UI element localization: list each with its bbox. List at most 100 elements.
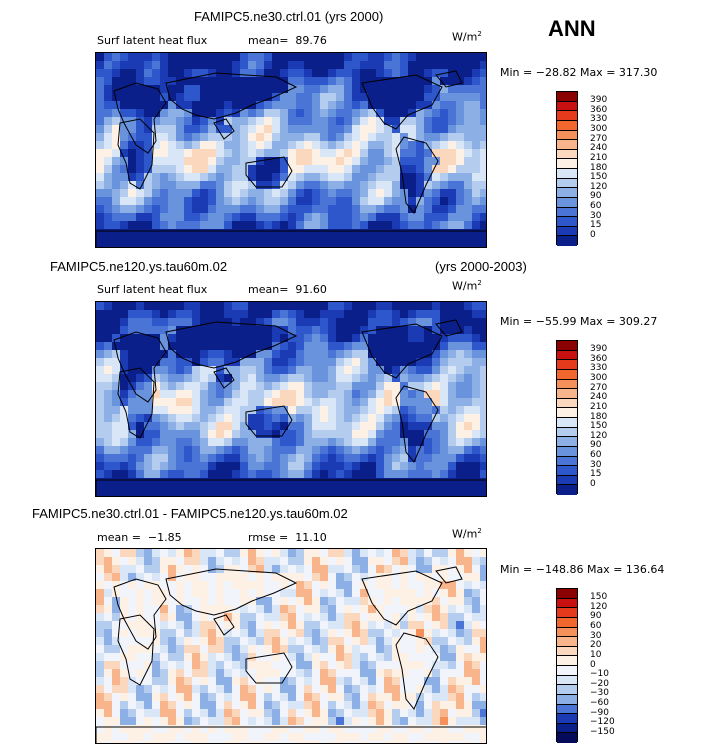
field-cell [440, 310, 449, 319]
field-cell [408, 597, 417, 606]
field-cell [304, 438, 313, 447]
field-cell [272, 470, 281, 479]
field-cell [432, 77, 441, 86]
field-cell [352, 165, 361, 174]
field-cell [424, 181, 433, 190]
field-cell [272, 661, 281, 670]
field-cell [168, 205, 177, 214]
field-cell [480, 101, 486, 110]
field-cell [376, 93, 385, 102]
field-cell [352, 197, 361, 206]
field-cell [192, 645, 201, 654]
colorbar-swatch [557, 408, 577, 418]
field-cell [408, 245, 417, 247]
field-cell [248, 605, 257, 614]
field-cell [256, 366, 265, 375]
field-cell [240, 478, 249, 487]
field-cell [248, 717, 257, 726]
field-cell [392, 581, 401, 590]
field-cell [256, 573, 265, 582]
field-cell [336, 398, 345, 407]
field-cell [400, 245, 409, 247]
field-cell [472, 189, 481, 198]
field-cell [320, 53, 329, 62]
field-cell [416, 358, 425, 367]
field-cell [152, 454, 161, 463]
field-cell [208, 597, 217, 606]
field-cell [200, 125, 209, 134]
field-cell [304, 629, 313, 638]
field-cell [128, 478, 137, 487]
field-cell [128, 573, 137, 582]
field-cell [152, 494, 161, 496]
field-cell [144, 494, 153, 496]
field-cell [128, 653, 137, 662]
field-cell [128, 318, 137, 327]
field-cell [224, 197, 233, 206]
field-cell [448, 669, 457, 678]
field-cell [424, 109, 433, 118]
field-cell [400, 302, 409, 311]
field-cell [384, 573, 393, 582]
field-cell [352, 486, 361, 495]
field-cell [360, 318, 369, 327]
field-cell [392, 597, 401, 606]
field-cell [120, 454, 129, 463]
field-cell [400, 101, 409, 110]
field-cell [192, 382, 201, 391]
field-cell [96, 109, 105, 118]
field-cell [368, 741, 377, 743]
field-cell [288, 470, 297, 479]
field-cell [472, 406, 481, 415]
field-cell [336, 326, 345, 335]
colorbar-tick-label: −20 [590, 678, 609, 689]
panel1-mean-label: mean= [248, 34, 289, 47]
field-cell [344, 486, 353, 495]
field-cell [112, 173, 121, 182]
field-cell [96, 189, 105, 198]
field-cell [304, 685, 313, 694]
field-cell [336, 133, 345, 142]
field-cell [136, 93, 145, 102]
field-cell [336, 181, 345, 190]
field-cell [216, 414, 225, 423]
field-cell [192, 109, 201, 118]
field-cell [232, 645, 241, 654]
field-cell [128, 197, 137, 206]
field-cell [416, 133, 425, 142]
field-cell [328, 581, 337, 590]
field-cell [312, 398, 321, 407]
field-cell [352, 549, 361, 558]
field-cell [232, 701, 241, 710]
field-cell [376, 470, 385, 479]
field-cell [344, 438, 353, 447]
field-cell [376, 53, 385, 62]
field-cell [288, 438, 297, 447]
field-cell [408, 310, 417, 319]
field-cell [160, 438, 169, 447]
field-cell [176, 310, 185, 319]
field-cell [176, 725, 185, 734]
field-cell [464, 494, 473, 496]
field-cell [104, 725, 113, 734]
field-cell [368, 733, 377, 742]
field-cell [304, 165, 313, 174]
field-cell [96, 245, 105, 247]
field-cell [416, 157, 425, 166]
field-cell [328, 181, 337, 190]
field-cell [152, 366, 161, 375]
field-cell [376, 430, 385, 439]
field-cell [232, 717, 241, 726]
field-cell [296, 573, 305, 582]
field-cell [200, 229, 209, 238]
field-cell [464, 390, 473, 399]
field-cell [392, 661, 401, 670]
field-cell [256, 414, 265, 423]
field-cell [264, 685, 273, 694]
field-cell [240, 77, 249, 86]
field-cell [136, 494, 145, 496]
field-cell [384, 310, 393, 319]
field-cell [248, 302, 257, 311]
field-cell [128, 406, 137, 415]
field-cell [176, 414, 185, 423]
